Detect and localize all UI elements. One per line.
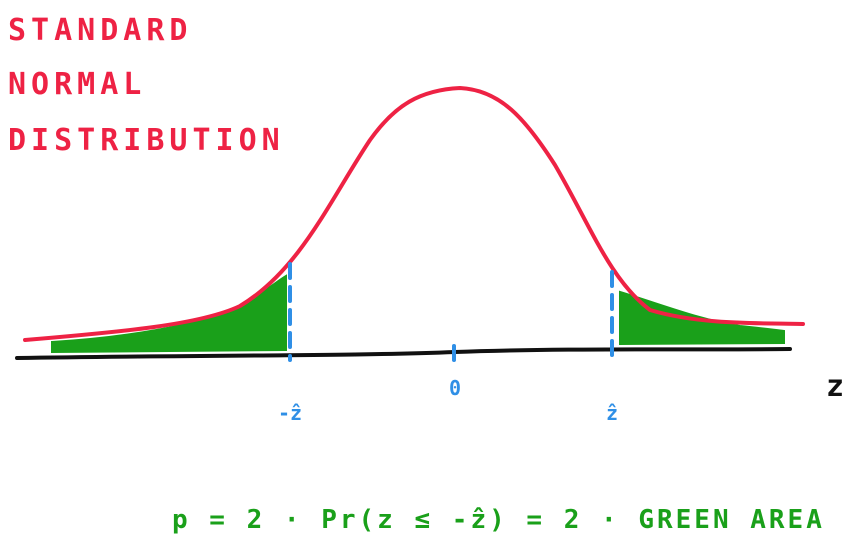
bell-curve <box>23 85 805 342</box>
z-hat-label: ẑ <box>606 401 618 425</box>
title-line-standard: STANDARD <box>8 13 193 48</box>
left-tail-area <box>51 274 287 354</box>
title-line-normal: NORMAL <box>8 67 146 102</box>
right-tail-area <box>619 290 785 346</box>
neg-z-hat-label: -ẑ <box>278 401 302 425</box>
zero-label: 0 <box>449 376 461 400</box>
diagram-title: STANDARD NORMAL DISTRIBUTION <box>8 13 285 158</box>
title-line-distribution: DISTRIBUTION <box>8 123 285 158</box>
p-value-formula: p = 2 · Pr(z ≤ -ẑ) = 2 · GREEN AREA <box>172 505 825 535</box>
z-variable-label: z <box>826 369 844 404</box>
